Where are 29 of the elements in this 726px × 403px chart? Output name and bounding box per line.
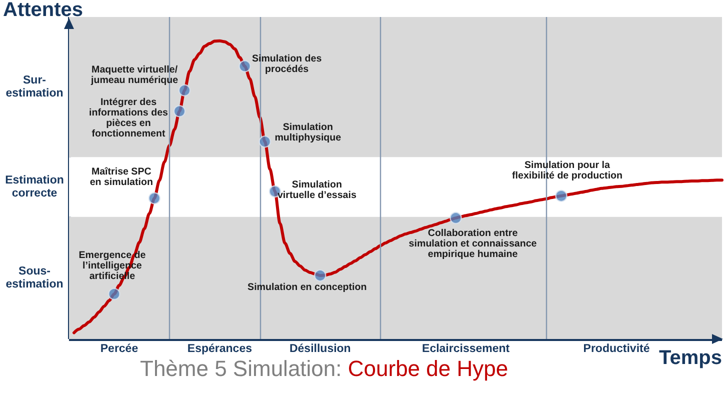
- x-tick-label: Désillusion: [289, 343, 351, 355]
- point: [314, 269, 326, 282]
- annotation: Simulation multiphysique: [274, 122, 342, 144]
- point: [450, 212, 462, 224]
- annotation: Maquette virtuelle/ jumeau numérique: [90, 64, 179, 86]
- text: Thème 5 Simulation: Courbe de Hype: [140, 356, 508, 381]
- annotation: Intégrer des informations des pièces en fonctionnement: [89, 96, 169, 140]
- annotation: Maîtrise SPC en simulation: [90, 166, 153, 188]
- point: [258, 136, 271, 148]
- y-axis-title: Attentes: [3, 0, 84, 21]
- annotation: Simulation des procédés: [252, 53, 322, 75]
- x-axis-title: Temps: [659, 347, 722, 369]
- band-label: Estimation correcte: [5, 174, 64, 200]
- point: [238, 60, 251, 72]
- x-tick-label: Eclaircissement: [422, 343, 510, 355]
- annotation: Simulation en conception: [248, 282, 367, 293]
- point: [173, 105, 186, 118]
- point: [108, 288, 120, 300]
- x-tick-label: Productivité: [583, 343, 650, 355]
- point: [148, 192, 160, 204]
- x-tick-label: Percée: [100, 343, 138, 355]
- annotation: Simulation virtuelle d’essais: [277, 180, 357, 202]
- annotation: Collaboration entre simulation et connaissance empirique humaine: [408, 228, 538, 260]
- band-label: Sur- estimation: [6, 74, 64, 100]
- point: [178, 84, 191, 96]
- point: [555, 190, 568, 202]
- band-label: Sous- estimation: [6, 265, 64, 290]
- x-tick-label: Espérances: [187, 343, 252, 355]
- annotation: Simulation pour la flexibilité de production: [512, 160, 623, 182]
